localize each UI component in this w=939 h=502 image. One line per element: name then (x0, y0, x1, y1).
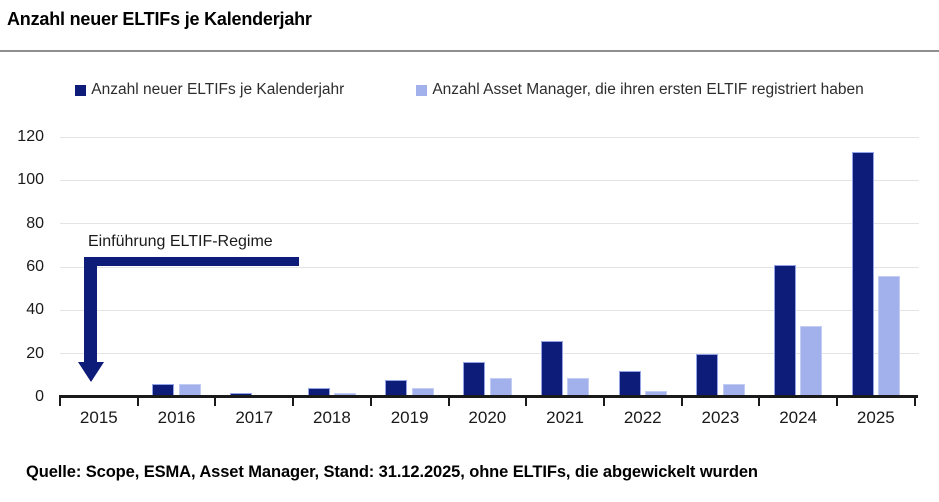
x-axis-line (59, 395, 918, 398)
x-axis-label-2017: 2017 (235, 408, 274, 427)
annotation-arrow-horizontal (85, 257, 299, 266)
gridline-20 (60, 353, 919, 355)
x-axis-label-2016: 2016 (157, 408, 196, 427)
legend-label-new-eltifs: Anzahl neuer ELTIFs je Kalenderjahr (91, 81, 345, 98)
y-axis-label-80: 80 (26, 214, 44, 232)
y-axis-label-60: 60 (26, 258, 44, 275)
x-axis-tick-10 (836, 398, 838, 406)
x-axis-tick-11 (913, 398, 916, 406)
x-axis-label-2023: 2023 (701, 408, 740, 427)
x-axis-label-2019: 2019 (390, 408, 429, 427)
x-axis-label-2015: 2015 (79, 408, 118, 427)
x-axis-tick-3 (292, 398, 295, 406)
legend-item-new-eltifs: Anzahl neuer ELTIFs je Kalenderjahr (75, 81, 344, 99)
bar-2021-series1 (540, 340, 563, 397)
y-axis-label-0: 0 (35, 388, 44, 405)
x-axis-tick-1 (136, 398, 139, 406)
annotation-label: Einführung ELTIF-Regime (88, 233, 273, 250)
x-axis-label-2024: 2024 (779, 408, 818, 427)
source-note: Quelle: Scope, ESMA, Asset Manager, Stan… (26, 463, 758, 481)
x-axis-tick-0 (59, 398, 61, 406)
y-axis-label-120: 120 (17, 128, 44, 145)
x-axis-tick-7 (602, 398, 605, 406)
x-axis-label-2018: 2018 (313, 408, 351, 427)
page-title: Anzahl neuer ELTIFs je Kalenderjahr (7, 9, 312, 29)
y-axis-label-40: 40 (26, 301, 44, 319)
title-divider (0, 50, 939, 52)
annotation-arrow-shaft (84, 257, 97, 363)
legend: Anzahl neuer ELTIFs je Kalenderjahr Anza… (0, 81, 939, 99)
legend-swatch-new-eltifs (75, 84, 87, 96)
x-axis-tick-5 (447, 398, 450, 406)
bar-2022-series1 (618, 371, 641, 397)
bar-2024-series1 (773, 264, 796, 397)
gridline-120 (60, 136, 919, 138)
y-axis-label-100: 100 (17, 171, 44, 189)
x-axis-label-2020: 2020 (468, 408, 507, 427)
x-axis-tick-2 (214, 398, 217, 406)
gridline-100 (60, 179, 919, 181)
x-axis-tick-9 (758, 398, 761, 406)
annotation-arrow-head-icon (77, 362, 104, 382)
legend-label-asset-managers: Anzahl Asset Manager, die ihren ersten E… (432, 81, 864, 98)
legend-item-asset-managers: Anzahl Asset Manager, die ihren ersten E… (416, 81, 864, 99)
gridline-80 (60, 223, 919, 225)
x-axis-label-2025: 2025 (856, 408, 895, 427)
x-axis-tick-6 (525, 398, 528, 406)
gridline-40 (60, 309, 919, 311)
bar-2025-series1 (851, 152, 874, 397)
x-axis-label-2022: 2022 (623, 408, 662, 427)
legend-swatch-asset-managers (416, 84, 428, 96)
x-axis-tick-8 (680, 398, 683, 406)
x-axis-label-2021: 2021 (546, 408, 584, 427)
bar-2025-series2 (878, 275, 901, 397)
bar-2020-series1 (463, 362, 486, 397)
bar-2023-series1 (696, 353, 719, 397)
x-axis-tick-4 (369, 398, 372, 406)
bar-2024-series2 (800, 325, 823, 397)
gridline-60 (60, 266, 919, 268)
y-axis-label-20: 20 (26, 344, 44, 362)
